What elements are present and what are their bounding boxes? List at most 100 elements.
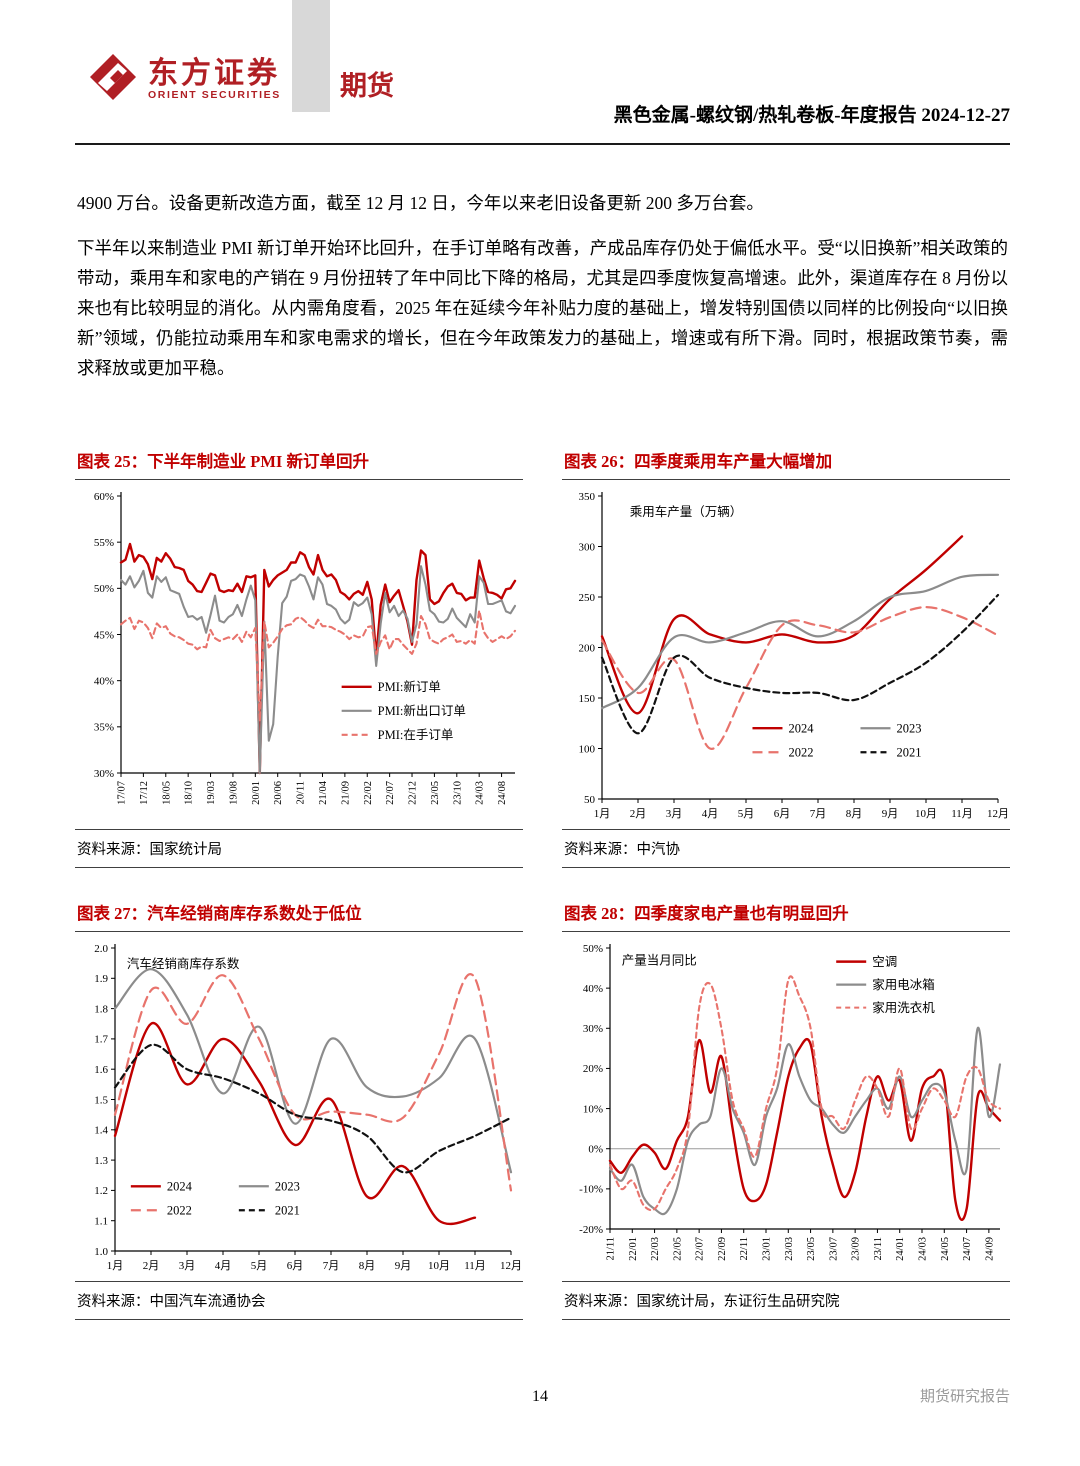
division-label: 期货 <box>340 71 394 101</box>
svg-text:2.0: 2.0 <box>94 943 108 955</box>
svg-text:22/07: 22/07 <box>385 781 396 805</box>
svg-text:1.5: 1.5 <box>94 1094 108 1106</box>
svg-text:5月: 5月 <box>251 1260 268 1272</box>
svg-text:7月: 7月 <box>810 808 827 820</box>
svg-text:24/08: 24/08 <box>497 781 508 805</box>
svg-text:20%: 20% <box>583 1063 603 1075</box>
svg-text:1.1: 1.1 <box>94 1216 108 1228</box>
svg-text:空调: 空调 <box>872 955 897 969</box>
svg-text:250: 250 <box>579 592 596 604</box>
figure-25-source: 资料来源：国家统计局 <box>75 829 523 868</box>
svg-text:3月: 3月 <box>666 808 683 820</box>
svg-text:2024: 2024 <box>788 721 814 735</box>
svg-text:24/09: 24/09 <box>984 1237 995 1261</box>
svg-text:家用洗衣机: 家用洗衣机 <box>872 1000 935 1015</box>
svg-text:2024: 2024 <box>167 1179 193 1193</box>
svg-text:12月: 12月 <box>987 808 1009 820</box>
svg-text:1月: 1月 <box>107 1260 124 1272</box>
svg-text:22/01: 22/01 <box>628 1237 639 1261</box>
figure-25: 图表 25：下半年制造业 PMI 新订单回升 30% 35% 40% 45% 50% 55… <box>75 448 523 868</box>
svg-text:19/03: 19/03 <box>206 781 217 805</box>
svg-text:22/07: 22/07 <box>695 1237 706 1261</box>
svg-text:55%: 55% <box>94 537 114 549</box>
svg-text:23/11: 23/11 <box>873 1237 884 1261</box>
svg-text:50%: 50% <box>583 943 603 955</box>
svg-text:24/05: 24/05 <box>940 1237 951 1261</box>
svg-text:22/12: 22/12 <box>408 781 419 805</box>
svg-text:PMI:在手订单: PMI:在手订单 <box>378 728 454 742</box>
svg-text:10%: 10% <box>583 1103 603 1115</box>
svg-text:1.9: 1.9 <box>94 973 108 985</box>
svg-text:200: 200 <box>579 642 596 654</box>
svg-text:2022: 2022 <box>167 1203 192 1217</box>
svg-text:11月: 11月 <box>951 808 973 820</box>
svg-text:11月: 11月 <box>464 1260 486 1272</box>
svg-text:2月: 2月 <box>143 1260 160 1272</box>
brand-name-cn: 东方证券 <box>148 57 280 91</box>
svg-text:0%: 0% <box>588 1144 603 1156</box>
figure-28: 图表 28：四季度家电产量也有明显回升 -20% -10% 0% 10% 20% 30% 4… <box>562 900 1010 1320</box>
svg-text:24/03: 24/03 <box>475 781 486 805</box>
home-appliance-output-chart: -20% -10% 0% 10% 20% 30% 40% 50% 21/11 22/01 22/03… <box>562 936 1010 1281</box>
svg-text:24/01: 24/01 <box>895 1237 906 1261</box>
svg-text:24/07: 24/07 <box>962 1237 973 1261</box>
svg-text:8月: 8月 <box>846 808 863 820</box>
svg-text:22/03: 22/03 <box>650 1237 661 1261</box>
page-number: 14 <box>532 1388 548 1405</box>
svg-text:18/05: 18/05 <box>161 781 172 805</box>
svg-text:-20%: -20% <box>579 1224 603 1236</box>
figure-26-source: 资料来源：中汽协 <box>562 829 1010 868</box>
passenger-car-output-chart: 50 100 150 200 250 300 350 1月 2月 3月 4月 5月 6月 7月 8月 9月 10… <box>562 484 1010 829</box>
orient-securities-logo: 东方证券 ORIENT SECURITIES <box>88 52 281 107</box>
svg-text:350: 350 <box>579 491 596 503</box>
svg-text:22/11: 22/11 <box>739 1237 750 1261</box>
svg-text:3月: 3月 <box>179 1260 196 1272</box>
header-gray-band <box>292 0 330 112</box>
svg-text:23/05: 23/05 <box>806 1237 817 1261</box>
brand-name-en: ORIENT SECURITIES <box>148 88 281 101</box>
header-rule <box>75 143 1010 145</box>
svg-text:23/09: 23/09 <box>851 1237 862 1261</box>
svg-text:2023: 2023 <box>275 1179 300 1193</box>
svg-text:6月: 6月 <box>774 808 791 820</box>
svg-text:PMI:新订单: PMI:新订单 <box>378 679 441 694</box>
svg-text:22/09: 22/09 <box>717 1237 728 1261</box>
figure-28-title: 图表 28：四季度家电产量也有明显回升 <box>562 900 1010 932</box>
orient-securities-logo-icon <box>88 52 138 107</box>
svg-text:23/05: 23/05 <box>430 781 441 805</box>
svg-text:1.2: 1.2 <box>94 1185 108 1197</box>
svg-text:20/06: 20/06 <box>273 781 284 805</box>
svg-text:8月: 8月 <box>359 1260 376 1272</box>
svg-text:2月: 2月 <box>630 808 647 820</box>
svg-text:汽车经销商库存系数: 汽车经销商库存系数 <box>127 956 240 971</box>
svg-text:17/07: 17/07 <box>117 781 128 805</box>
svg-text:1.0: 1.0 <box>94 1246 108 1258</box>
svg-text:17/12: 17/12 <box>139 781 150 805</box>
figure-25-title: 图表 25：下半年制造业 PMI 新订单回升 <box>75 448 523 480</box>
figure-28-source: 资料来源：国家统计局，东证衍生品研究院 <box>562 1281 1010 1320</box>
footer-report-type: 期货研究报告 <box>919 1389 1010 1405</box>
figure-27-source: 资料来源：中国汽车流通协会 <box>75 1281 523 1320</box>
svg-text:50%: 50% <box>94 583 114 595</box>
svg-text:9月: 9月 <box>395 1260 412 1272</box>
svg-text:产量当月同比: 产量当月同比 <box>622 954 697 968</box>
svg-text:19/08: 19/08 <box>228 781 239 805</box>
svg-text:300: 300 <box>579 541 596 553</box>
svg-text:4月: 4月 <box>702 808 719 820</box>
svg-text:1.6: 1.6 <box>94 1064 108 1076</box>
figures-grid: 图表 25：下半年制造业 PMI 新订单回升 30% 35% 40% 45% 50% 55… <box>75 448 1010 1320</box>
svg-text:30%: 30% <box>583 1023 603 1035</box>
svg-text:21/11: 21/11 <box>606 1237 617 1261</box>
svg-text:30%: 30% <box>94 768 114 780</box>
svg-text:1.4: 1.4 <box>94 1125 108 1137</box>
svg-text:1.7: 1.7 <box>94 1034 108 1046</box>
brand-text: 东方证券 ORIENT SECURITIES <box>148 58 281 101</box>
svg-text:10月: 10月 <box>428 1260 450 1272</box>
svg-text:家用电冰箱: 家用电冰箱 <box>872 977 935 992</box>
svg-text:35%: 35% <box>94 722 114 734</box>
svg-text:21/04: 21/04 <box>318 780 329 805</box>
svg-text:6月: 6月 <box>287 1260 304 1272</box>
svg-text:24/03: 24/03 <box>918 1237 929 1261</box>
svg-text:45%: 45% <box>94 629 114 641</box>
